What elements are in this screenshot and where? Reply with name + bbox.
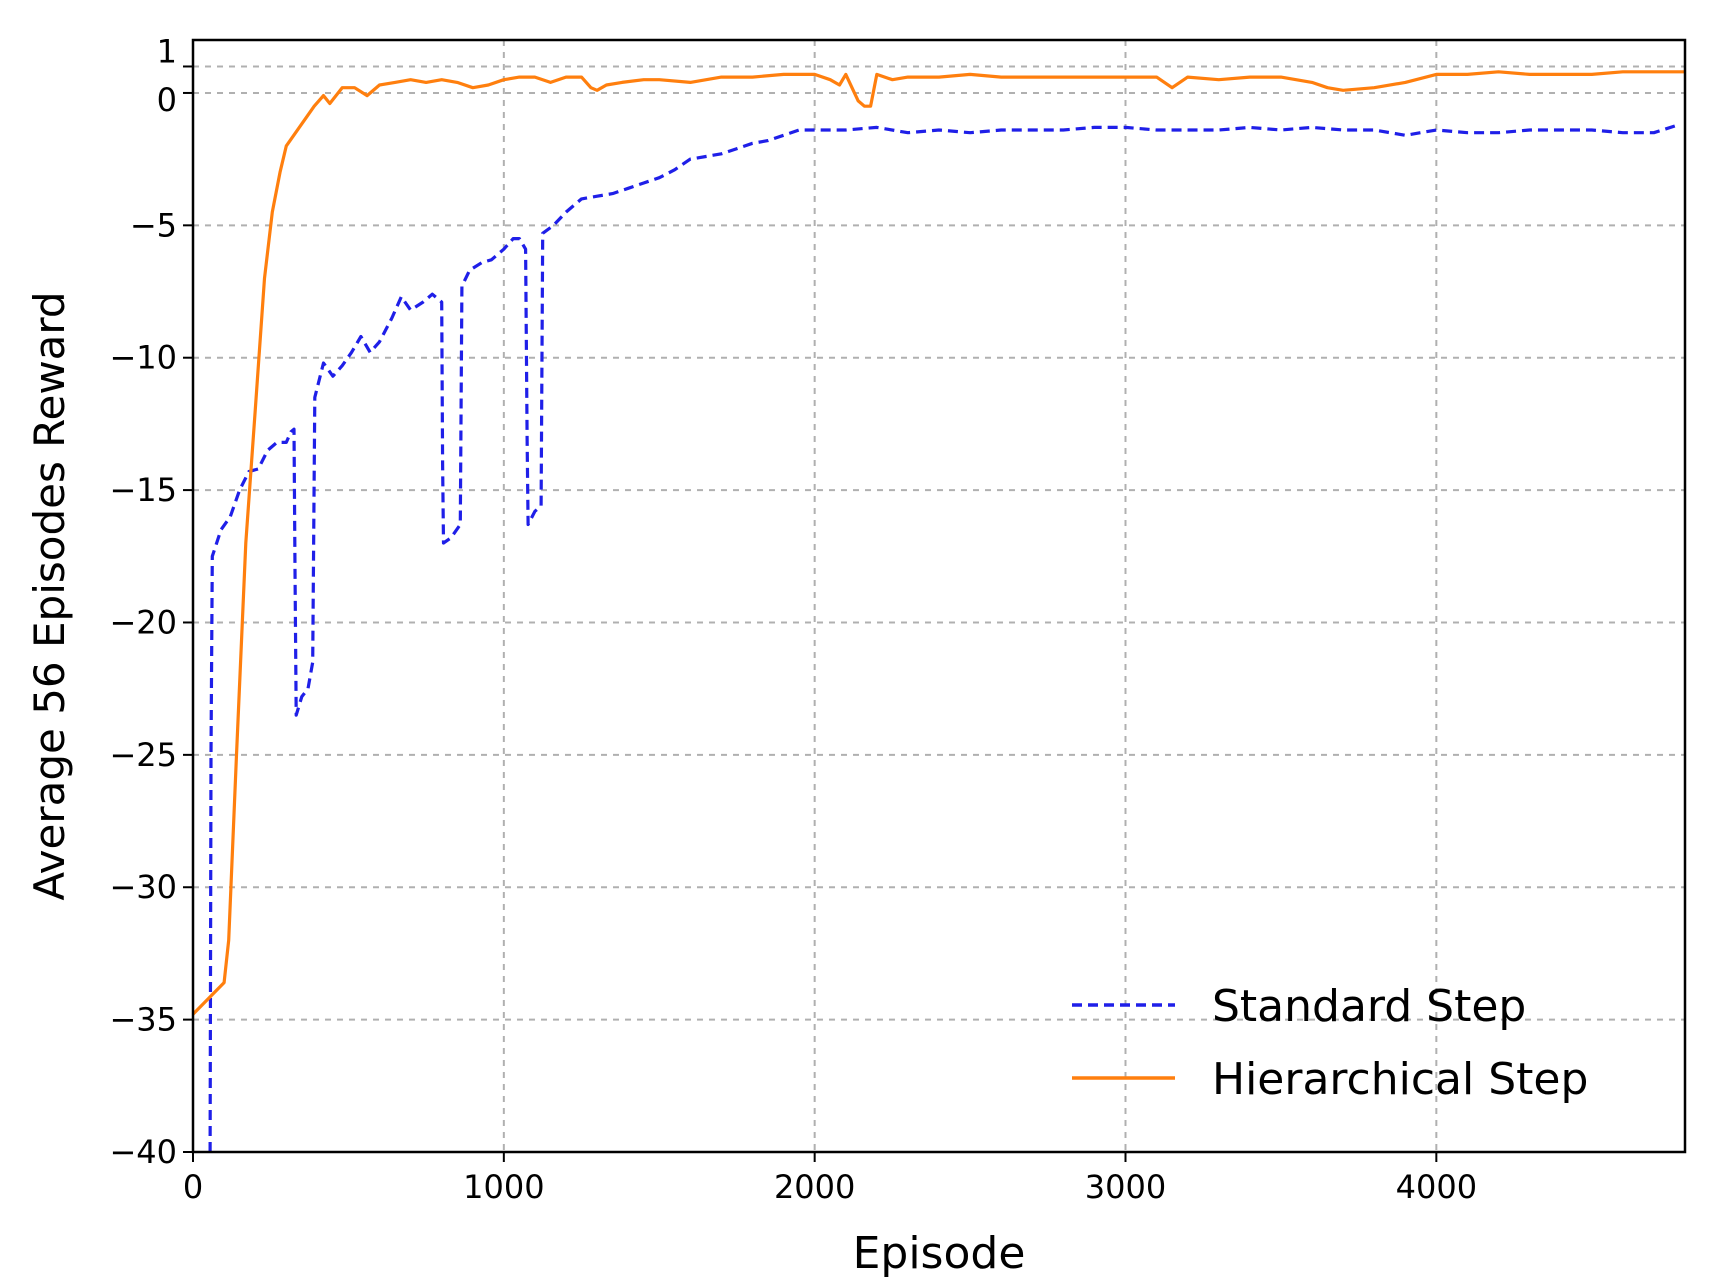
legend-label-hierarchical-step: Hierarchical Step <box>1212 1054 1588 1105</box>
legend: Standard Step Hierarchical Step <box>1072 981 1588 1105</box>
y-tick-label: −10 <box>109 339 177 377</box>
y-tick-label: 0 <box>157 81 177 119</box>
plot-frame <box>191 38 1687 1154</box>
y-tick-label: −5 <box>130 206 177 244</box>
y-tick-label: −35 <box>109 1001 177 1039</box>
x-axis-label: Episode <box>853 1228 1026 1279</box>
x-tick-label: 2000 <box>774 1168 855 1206</box>
series-line-hierarchical-step <box>191 70 1685 1016</box>
y-axis-label: Average 56 Episodes Reward <box>25 291 74 900</box>
y-tick-label: −20 <box>109 603 177 641</box>
x-tick-label: 1000 <box>463 1168 544 1206</box>
axis-ticks: 0 1000 2000 3000 4000 1 0 −5 −10 −15 −20 −25 −30 −35 −… <box>109 32 1477 1206</box>
legend-label-standard-step: Standard Step <box>1212 981 1526 1032</box>
x-tick-label: 0 <box>183 1168 203 1206</box>
y-tick-label: −25 <box>109 736 177 774</box>
y-tick-label: 1 <box>157 32 177 70</box>
y-tick-label: −15 <box>109 471 177 509</box>
x-tick-label: 4000 <box>1396 1168 1477 1206</box>
series-lines <box>191 70 1685 1153</box>
x-tick-label: 3000 <box>1085 1168 1166 1206</box>
y-tick-label: −40 <box>109 1133 177 1171</box>
y-tick-label: −30 <box>109 868 177 906</box>
